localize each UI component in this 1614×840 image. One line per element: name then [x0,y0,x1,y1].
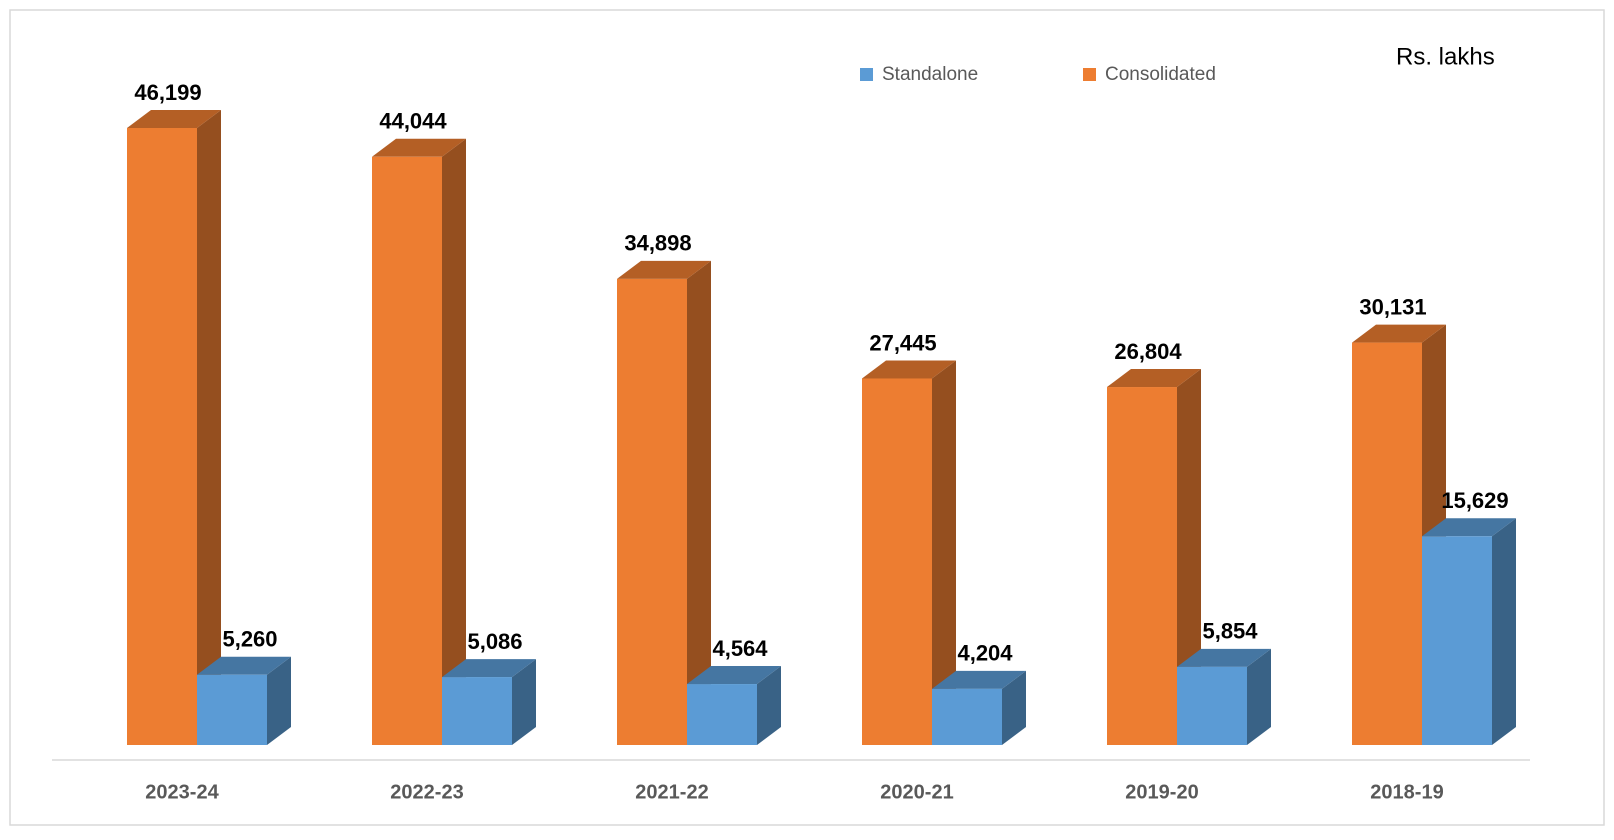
value-label: 5,086 [467,629,522,654]
bar-top [687,666,781,685]
value-label: 5,854 [1202,619,1258,644]
value-label: 26,804 [1114,339,1182,364]
value-label: 27,445 [869,330,936,355]
value-label: 44,044 [379,109,447,134]
bar-side [1247,648,1271,745]
legend-label: Consolidated [1105,64,1216,85]
bar-front [1177,666,1247,745]
value-label: 15,629 [1441,488,1508,513]
bar-top [1177,648,1271,667]
bar-top [1422,518,1516,537]
bar [862,360,956,745]
bar-top [862,360,956,379]
bar-side [197,110,221,745]
value-label: 4,204 [957,641,1013,666]
bar-top [1107,369,1201,388]
bar [1422,518,1516,745]
value-label: 4,564 [712,636,768,661]
bar [372,138,466,746]
bar-top [127,110,221,128]
bar-front [372,156,442,746]
bar [617,260,711,745]
bar [1107,369,1201,745]
bar-side [1492,518,1516,745]
bar-front [1422,536,1492,745]
bar-front [197,674,267,745]
bar-front [932,688,1002,745]
bar-top [617,260,711,279]
bar-side [1002,670,1026,745]
bar [127,110,221,745]
bar-side [1177,369,1201,745]
bar-top [197,656,291,675]
bar-side [267,656,291,745]
x-tick-label: 2021-22 [635,781,708,803]
bar [932,670,1026,745]
x-tick-label: 2022-23 [390,781,463,803]
legend-swatch [860,68,873,81]
bar-top [1352,324,1446,343]
x-tick-label: 2020-21 [880,781,953,803]
x-tick-label: 2023-24 [145,781,219,803]
legend-label: Standalone [882,64,978,85]
x-tick-label: 2018-19 [1370,781,1443,803]
x-tick-label: 2019-20 [1125,781,1198,803]
bar-front [862,378,932,745]
bar-side [512,659,536,745]
unit-annotation: Rs. lakhs [1396,43,1495,70]
bar [197,656,291,745]
value-label: 30,131 [1359,294,1426,319]
bar-front [1352,342,1422,745]
bar-front [687,684,757,745]
bar-front [617,278,687,745]
value-label: 5,260 [222,627,277,652]
value-label: 46,199 [134,80,201,105]
bar-side [757,666,781,745]
bar-top [372,138,466,157]
bar-side [687,260,711,745]
bar-side [442,138,466,746]
value-label: 34,898 [624,231,691,256]
bar-top [932,670,1026,689]
bar-top [442,659,536,678]
legend-swatch [1083,68,1096,81]
bar [687,666,781,745]
bar-front [442,677,512,745]
bar [442,659,536,745]
bar [1177,648,1271,745]
bar-front [127,128,197,745]
bar-side [932,360,956,745]
bar-front [1107,387,1177,745]
